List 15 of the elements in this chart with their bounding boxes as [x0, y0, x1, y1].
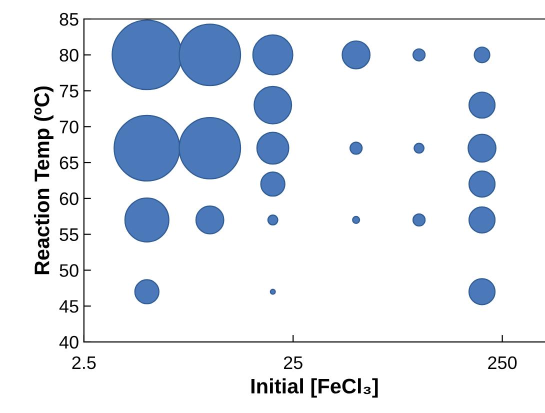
- y-tick-label: 55: [60, 228, 78, 242]
- x-tick-label: 250: [488, 356, 517, 370]
- y-tick-label: 85: [60, 12, 78, 26]
- y-tick-label: 80: [60, 48, 78, 62]
- y-tick-label: 70: [60, 120, 78, 134]
- y-tick-label: 45: [59, 300, 78, 313]
- y-tick-label: 65: [60, 156, 78, 170]
- y-tick-label: 40: [59, 336, 78, 349]
- x-axis-title: Initial [FeCl₃]: [251, 378, 378, 398]
- x-tick-label: 25: [284, 356, 302, 370]
- x-tick-label: 2.5: [72, 356, 96, 370]
- y-tick-label: 60: [60, 192, 78, 206]
- y-tick-label: 50: [60, 264, 78, 277]
- y-tick-label: 75: [60, 84, 78, 98]
- y-axis-title: Reaction Temp (ºC): [34, 86, 54, 274]
